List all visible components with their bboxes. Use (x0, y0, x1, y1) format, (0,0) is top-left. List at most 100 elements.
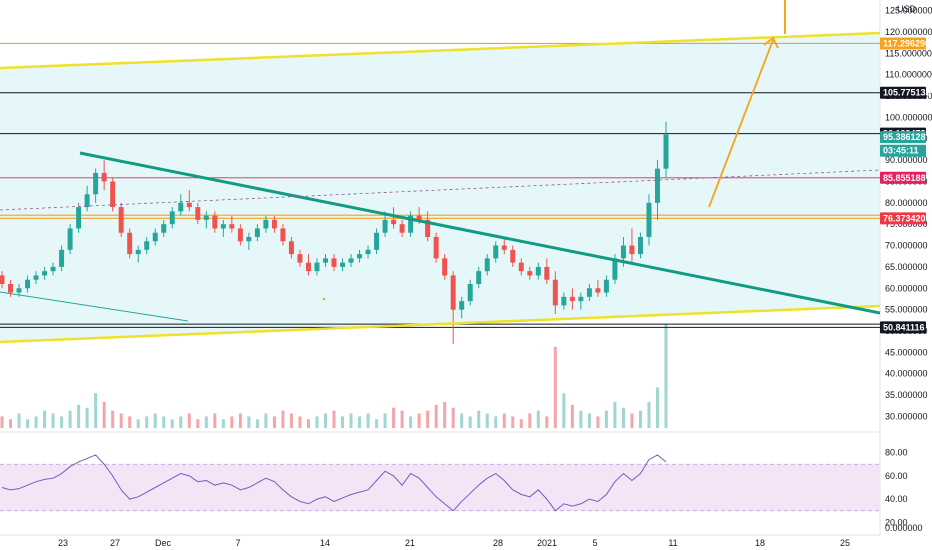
candle-body (220, 224, 226, 229)
candle-body (425, 219, 431, 237)
price-badge-box (880, 131, 926, 144)
candle (118, 202, 124, 237)
candle (93, 168, 99, 203)
volume-bar (323, 413, 327, 428)
candle-body (169, 211, 175, 225)
candle (127, 228, 133, 259)
candle (510, 245, 516, 267)
candle-body (135, 249, 141, 255)
candle-body (442, 258, 448, 276)
volume-bar (366, 413, 370, 428)
candle-body (365, 249, 371, 255)
price-tick-label: 115.000000 (885, 48, 932, 58)
candle (84, 185, 90, 212)
candle-body (637, 237, 643, 255)
candle-body (663, 134, 669, 169)
candle (348, 254, 354, 267)
candle (314, 258, 320, 276)
volume-bar (553, 346, 557, 428)
candle-body (322, 258, 328, 263)
candle-body (101, 172, 107, 182)
price-tick-label: 45.000000 (885, 347, 928, 357)
candle-body (203, 215, 209, 220)
channel-upper-line[interactable] (0, 31, 881, 70)
price-badge: 105.775133 (880, 86, 931, 99)
volume-bar (349, 413, 353, 428)
candle (578, 292, 584, 310)
volume-bar (587, 413, 591, 428)
rsi-tick-label: 20.00 (885, 517, 908, 527)
time-tick-label: 5 (592, 538, 597, 548)
price-tick-label: 55.000000 (885, 305, 928, 315)
candle (493, 241, 499, 263)
candle (544, 258, 550, 284)
volume-bar (306, 419, 310, 428)
candle (476, 266, 482, 289)
descending-trendline[interactable] (79, 151, 881, 315)
candle-body (595, 288, 601, 293)
price-badge-label: 105.775133 (883, 88, 931, 98)
candle-body (152, 232, 158, 242)
time-tick-label: 7 (235, 538, 240, 548)
candle-body (561, 296, 567, 306)
volume-bar (94, 393, 98, 428)
projection-arrow-line[interactable] (708, 39, 774, 208)
candle (654, 160, 660, 220)
candle (433, 232, 439, 263)
candle-body (212, 215, 218, 229)
candle (399, 219, 405, 237)
candle (144, 237, 150, 255)
candle-body (76, 207, 82, 229)
candle-body (629, 245, 635, 255)
channel-lower-line[interactable] (0, 304, 881, 344)
volume-bar (119, 413, 123, 428)
candle-body (84, 194, 90, 208)
candle (459, 296, 465, 319)
candle-body (603, 279, 609, 293)
candle-body (382, 219, 388, 233)
volume-bar (502, 413, 506, 428)
candle (59, 245, 65, 272)
price-badge-box (880, 144, 926, 157)
lower-trendline[interactable] (0, 291, 189, 322)
price-tick-label: 30.000000 (885, 411, 928, 421)
marker-dot (322, 297, 326, 301)
candle (331, 254, 337, 272)
candle (152, 228, 158, 246)
candle-body (391, 219, 397, 225)
candle-body (646, 202, 652, 237)
time-tick-label: 14 (320, 538, 330, 548)
volume-bar (400, 410, 404, 428)
volume-bar (596, 416, 600, 428)
rsi-band (0, 464, 880, 511)
volume-bar (272, 416, 276, 428)
candle (374, 228, 380, 255)
candle (195, 202, 201, 225)
candle (322, 254, 328, 267)
price-badge: 50.841116 (880, 321, 926, 334)
time-tick-label: 21 (405, 538, 415, 548)
candle (603, 275, 609, 297)
volume-bar (417, 413, 421, 428)
volume-bar (460, 413, 464, 428)
channel-band (0, 33, 880, 342)
candle (552, 271, 558, 314)
candle (229, 215, 235, 233)
volume-bar (468, 416, 472, 428)
price-badge-box (880, 321, 926, 334)
candle (280, 224, 286, 246)
candle-body (416, 215, 422, 220)
volume-bar (562, 393, 566, 428)
dotted-trendline[interactable] (0, 169, 881, 211)
candle-body (186, 202, 192, 208)
time-tick-label: 28 (493, 538, 503, 548)
volume-bar (85, 407, 89, 428)
candle-body (535, 266, 541, 276)
volume-bar (51, 413, 55, 428)
volume-bar (315, 416, 319, 428)
candle (212, 211, 218, 233)
volume-bar (392, 407, 396, 428)
projection-arrow-head (763, 36, 779, 49)
